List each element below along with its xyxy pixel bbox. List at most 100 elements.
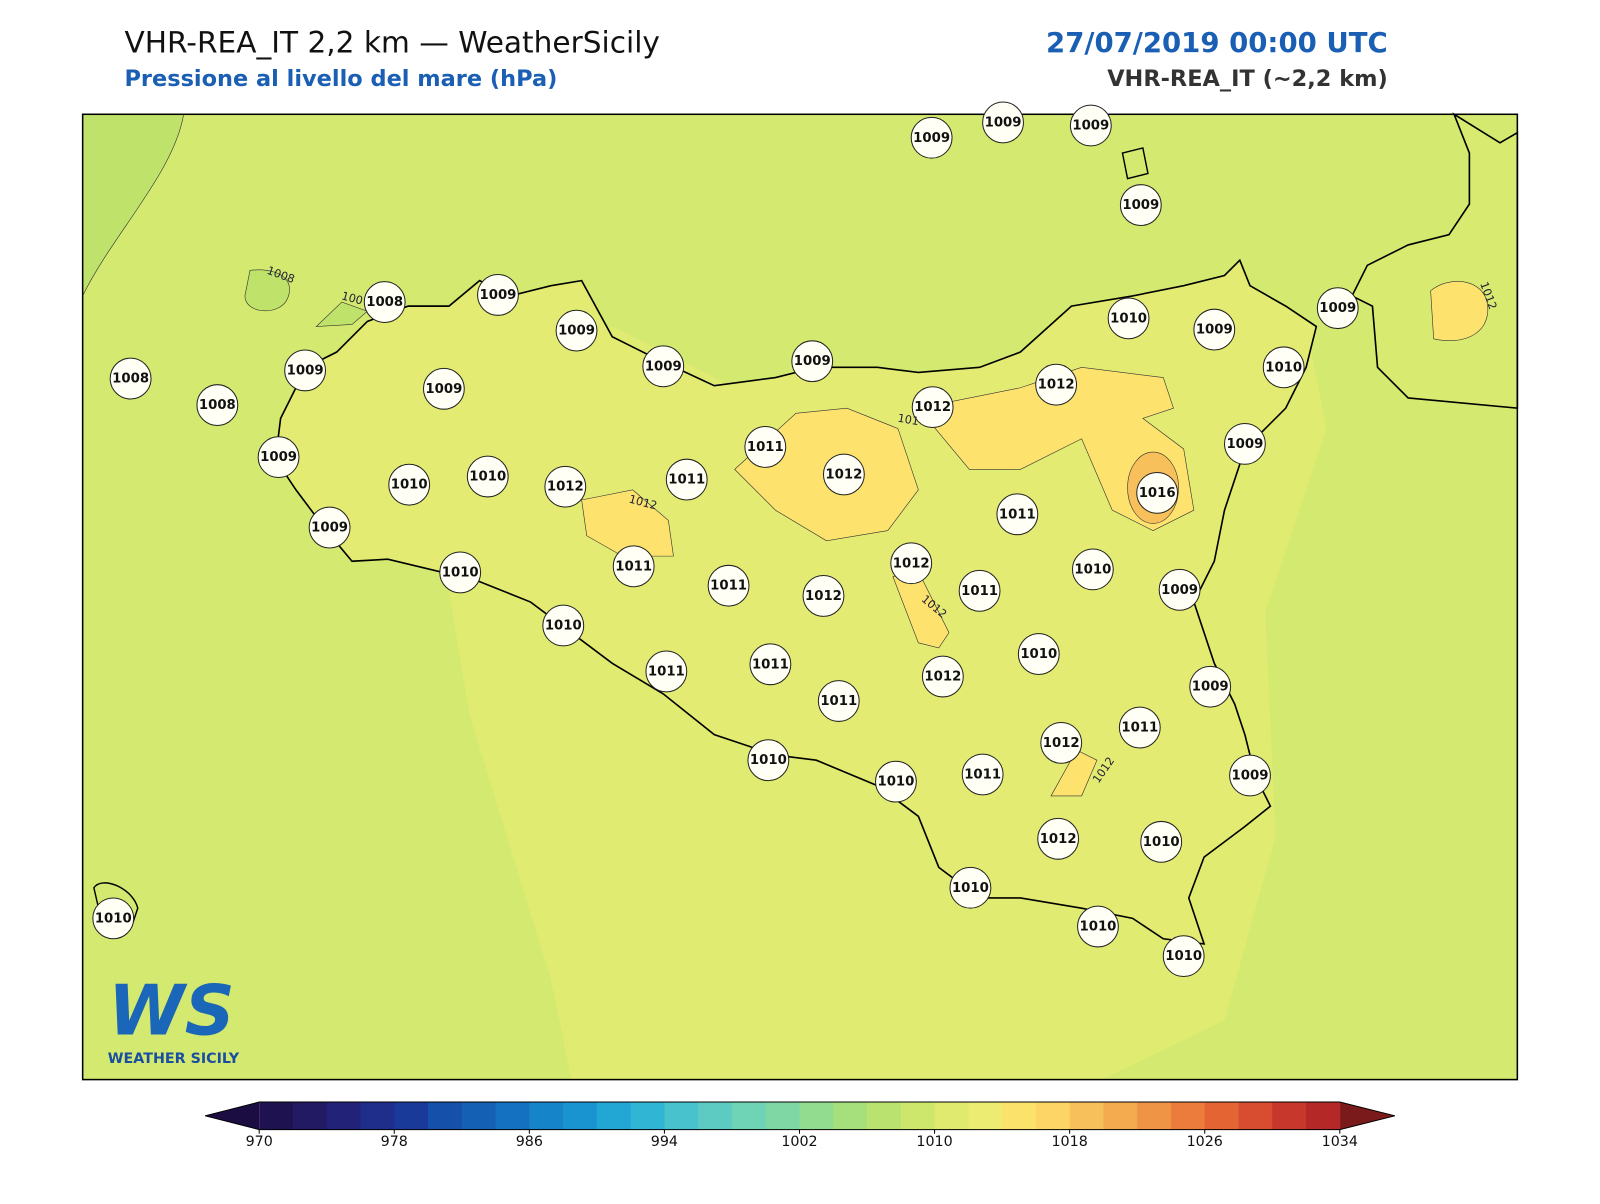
high-patch <box>1430 281 1489 341</box>
colorbar-tick-label: 978 <box>381 1134 408 1150</box>
colorbar-segment <box>1170 1102 1206 1130</box>
colorbar-segment <box>698 1102 733 1130</box>
map-frame <box>81 113 1519 1081</box>
title: VHR-REA_IT 2,2 km — WeatherSicily <box>124 25 659 59</box>
station-marker <box>109 357 152 400</box>
colorbar-tick-label: 1002 <box>781 1134 817 1150</box>
station-marker <box>982 101 1024 144</box>
station-value: 1012 <box>914 400 951 415</box>
station-marker <box>961 753 1004 796</box>
low-area <box>82 113 185 297</box>
station-marker <box>1189 665 1232 708</box>
logo: WS WEATHER SICILY <box>108 971 240 1067</box>
station-marker <box>910 116 953 159</box>
station-value: 1011 <box>964 767 1001 782</box>
station-marker <box>1136 471 1179 514</box>
station-marker <box>1035 363 1078 406</box>
station-value: 1009 <box>1122 198 1159 213</box>
station-marker <box>284 349 327 392</box>
station-value: 1010 <box>1265 360 1302 375</box>
station-marker <box>747 739 790 782</box>
station-marker <box>822 453 865 496</box>
subtitle: Pressione al livello del mare (hPa) <box>124 66 557 92</box>
station-value: 1009 <box>311 521 348 536</box>
colorbar-segment <box>428 1102 463 1130</box>
logo-name: WEATHER SICILY <box>108 1051 240 1067</box>
colorbar-tick-label: 1010 <box>916 1134 952 1150</box>
station-marker <box>802 575 845 617</box>
colorbar-segment <box>394 1102 429 1130</box>
colorbar-segment <box>833 1102 868 1130</box>
station-marker <box>890 542 933 585</box>
station-marker <box>363 281 406 323</box>
station-marker <box>1017 633 1060 675</box>
colorbar-segment <box>731 1102 767 1130</box>
low-area <box>244 269 290 312</box>
station-value: 1009 <box>913 131 950 146</box>
island <box>93 882 139 925</box>
high-patch <box>581 489 674 557</box>
station-marker <box>921 655 964 698</box>
station-value: 1010 <box>391 478 428 493</box>
station-marker <box>1158 568 1201 611</box>
station-marker <box>749 643 792 686</box>
logo-mark: WS <box>108 971 234 1051</box>
colorbar-segment <box>664 1102 699 1130</box>
station-marker <box>817 680 860 722</box>
station-value: 1011 <box>999 507 1036 522</box>
map <box>81 112 1519 1081</box>
colorbar-segment <box>900 1102 936 1130</box>
station-marker <box>542 604 585 647</box>
model-label: VHR-REA_IT (~2,2 km) <box>1107 66 1388 92</box>
station-marker <box>642 345 685 388</box>
colorbar-tick-label: 1034 <box>1322 1134 1358 1150</box>
high-patch <box>917 367 1195 531</box>
station-value: 1016 <box>1139 486 1176 501</box>
station-value: 1008 <box>199 398 236 413</box>
station-marker <box>388 463 431 506</box>
station-value: 1009 <box>260 450 297 465</box>
station-value: 1008 <box>366 295 403 310</box>
station-value: 1012 <box>924 670 961 685</box>
station-marker <box>439 551 482 594</box>
station-value: 1009 <box>794 354 831 369</box>
station-marker <box>791 340 834 383</box>
station-value: 1009 <box>558 324 595 339</box>
colorbar-segment <box>326 1102 362 1130</box>
station-value: 1012 <box>805 589 842 604</box>
station-marker <box>875 760 917 803</box>
station-marker <box>1140 820 1183 863</box>
colorbar-segment <box>630 1102 665 1130</box>
station-value: 1010 <box>442 565 479 580</box>
station-value: 1009 <box>1196 323 1233 338</box>
station-marker <box>1119 184 1162 227</box>
colorbar-segment <box>1103 1102 1138 1130</box>
colorbar-segment <box>563 1102 598 1130</box>
colorbar-segment <box>1238 1102 1273 1130</box>
colorbar-segment <box>1272 1102 1307 1130</box>
station-marker <box>707 564 750 607</box>
station-marker <box>1223 422 1266 465</box>
station-marker <box>996 493 1039 536</box>
station-value: 1009 <box>480 288 517 303</box>
colorbar-segment <box>1306 1102 1341 1130</box>
colorbar-tick-label: 970 <box>246 1134 273 1150</box>
station-value: 1012 <box>825 467 862 482</box>
station-value: 1010 <box>750 753 787 768</box>
station-marker <box>1118 706 1161 749</box>
station-marker <box>196 384 239 427</box>
station-marker <box>665 458 708 501</box>
station-marker <box>544 465 587 508</box>
colorbar-segment <box>867 1102 902 1130</box>
colorbar-segment <box>1035 1102 1071 1130</box>
station-value: 1008 <box>112 372 149 387</box>
station-marker <box>308 506 351 549</box>
colorbar-segment <box>765 1102 800 1130</box>
station-value: 1009 <box>1192 680 1229 695</box>
colorbar-segment <box>292 1102 328 1130</box>
station-marker <box>1071 548 1114 591</box>
stations: 1009 1009 1009 1009 1008 1009 1009 1009 1009 1010… <box>92 101 1499 978</box>
colorbar-tick-label: 1026 <box>1187 1134 1223 1150</box>
colorbar-segment <box>934 1102 969 1130</box>
